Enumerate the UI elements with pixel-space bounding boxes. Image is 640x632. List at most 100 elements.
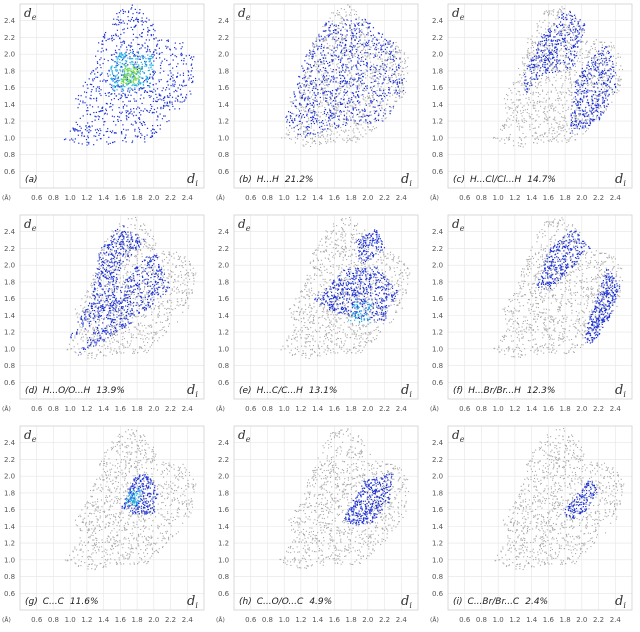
background-point [384, 78, 386, 81]
background-point [335, 24, 337, 26]
background-point [518, 123, 520, 125]
contact-point [98, 87, 100, 90]
contact-point [320, 61, 322, 63]
contact-point [328, 83, 330, 86]
contact-point [311, 55, 313, 57]
background-point [602, 86, 604, 88]
contact-point [146, 109, 148, 112]
background-point [618, 69, 620, 71]
background-point [549, 42, 551, 44]
contact-point [115, 67, 117, 69]
contact-point [342, 79, 345, 82]
contact-point [572, 29, 574, 31]
contact-point [562, 23, 564, 25]
contact-point [116, 70, 118, 72]
contact-point [550, 51, 552, 54]
background-point [553, 127, 555, 129]
background-point [557, 100, 559, 102]
background-point [376, 90, 378, 92]
contact-point [331, 49, 333, 51]
background-point [547, 13, 549, 15]
background-point [325, 122, 328, 124]
background-point [324, 31, 327, 33]
background-point [308, 117, 310, 119]
contact-point [366, 52, 368, 54]
contact-point [133, 71, 136, 73]
contact-point [101, 47, 103, 49]
background-point [561, 31, 563, 33]
background-point [353, 77, 355, 79]
contact-point [550, 30, 552, 33]
background-point [556, 131, 558, 133]
contact-point [171, 101, 173, 103]
background-point [358, 29, 361, 32]
background-point [355, 114, 358, 116]
background-point [347, 103, 349, 105]
background-point [534, 85, 537, 87]
contact-point [529, 64, 531, 66]
contact-point [573, 14, 576, 16]
contact-point [343, 91, 345, 93]
contact-point [106, 130, 109, 133]
contact-point [123, 70, 126, 72]
contact-point [311, 112, 313, 114]
background-point [557, 70, 559, 72]
contact-point [543, 66, 545, 68]
contact-point [536, 78, 538, 80]
contact-point [141, 17, 143, 19]
contact-point [344, 52, 346, 54]
background-point [542, 101, 544, 103]
background-point [385, 59, 387, 61]
background-point [358, 69, 360, 71]
contact-point [118, 79, 121, 81]
background-point [615, 64, 617, 67]
contact-point [324, 69, 326, 72]
contact-point [357, 100, 359, 102]
contact-point [98, 110, 100, 113]
background-point [341, 80, 343, 82]
background-point [592, 76, 594, 78]
background-point [352, 114, 355, 116]
background-point [313, 91, 315, 93]
contact-point [299, 92, 301, 94]
background-point [545, 31, 547, 33]
background-point [336, 72, 338, 74]
panel-b: 2.4 2.2 2.0 1.8 1.6 1.4 1.2 1.0 0.8 0.6 (Å) 0.6 0.8 1… [214, 0, 423, 206]
contact-point [124, 52, 126, 54]
contact-point [549, 53, 551, 55]
background-point [327, 102, 329, 104]
background-point [300, 106, 302, 109]
contact-point [352, 45, 355, 47]
contact-point [132, 83, 134, 85]
contact-point [348, 83, 350, 85]
background-point [594, 94, 597, 96]
background-point [299, 89, 301, 91]
background-point [562, 62, 564, 64]
background-point [295, 125, 297, 127]
contact-point [139, 69, 142, 71]
contact-point [365, 41, 368, 43]
contact-point [122, 107, 124, 109]
background-point [511, 107, 513, 109]
background-point [566, 49, 568, 51]
contact-point [366, 62, 368, 64]
contact-point [347, 58, 349, 60]
contact-point [130, 75, 132, 77]
contact-point [318, 36, 320, 38]
contact-point [321, 87, 323, 90]
contact-point [122, 58, 124, 60]
background-point [348, 87, 350, 89]
background-point [362, 98, 364, 100]
background-point [356, 138, 358, 140]
contact-point [187, 74, 189, 77]
background-point [369, 122, 371, 125]
contact-point [574, 46, 576, 48]
contact-point [139, 82, 141, 84]
contact-point [569, 28, 571, 30]
contact-point [99, 128, 101, 130]
contact-point [556, 33, 558, 36]
contact-point [326, 79, 328, 81]
contact-point [128, 19, 130, 22]
background-point [519, 80, 521, 82]
contact-point [524, 82, 526, 85]
